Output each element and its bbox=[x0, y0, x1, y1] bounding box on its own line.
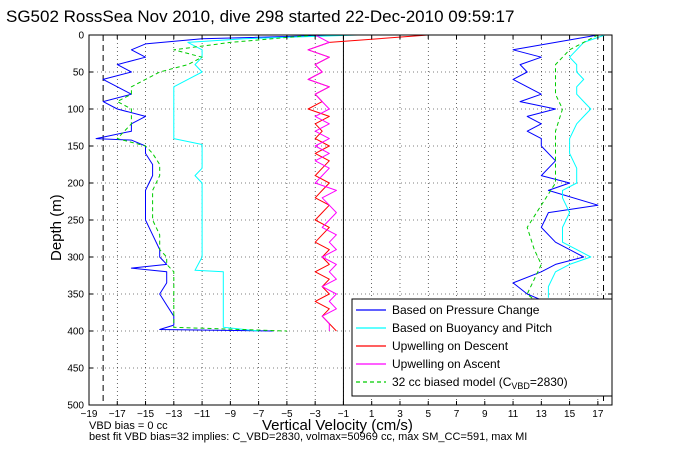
legend-label: 32 cc biased model (CVBD=2830) bbox=[392, 375, 568, 391]
y-axis-ticks: 0 50 100 150 200 250 300 350 400 450 500 bbox=[67, 31, 612, 412]
x-tick-label: 15 bbox=[564, 409, 576, 420]
series-group bbox=[95, 35, 606, 332]
y-tick-label: 200 bbox=[67, 179, 84, 190]
series-line-buoyancy_descent bbox=[173, 35, 358, 332]
legend-label: Based on Buoyancy and Pitch bbox=[392, 321, 552, 335]
series-line-pressure_ascent bbox=[512, 35, 599, 301]
x-tick-label: 17 bbox=[592, 409, 604, 420]
legend-label: Upwelling on Ascent bbox=[392, 357, 501, 371]
series-line-pressure_descent bbox=[95, 35, 344, 332]
y-tick-label: 100 bbox=[67, 105, 84, 116]
y-tick-label: 250 bbox=[67, 216, 84, 227]
footer-vbd-bias: VBD bias = 0 cc bbox=[89, 420, 168, 432]
x-tick-label: −5 bbox=[281, 409, 293, 420]
x-tick-label: 11 bbox=[508, 409, 519, 420]
legend-box bbox=[351, 298, 613, 397]
y-tick-label: 300 bbox=[67, 253, 84, 264]
x-tick-label: −7 bbox=[253, 409, 265, 420]
legend: Based on Pressure Change Based on Buoyanc… bbox=[351, 298, 613, 397]
x-tick-label: 5 bbox=[425, 409, 431, 420]
x-tick-label: 3 bbox=[397, 409, 403, 420]
x-axis-label: Vertical Velocity (cm/s) bbox=[262, 417, 413, 434]
x-tick-label: 13 bbox=[536, 409, 548, 420]
series-line-model_ascent bbox=[526, 35, 599, 301]
y-tick-label: 50 bbox=[73, 68, 85, 79]
x-tick-label: −19 bbox=[81, 409, 98, 420]
reference-lines bbox=[102, 35, 605, 405]
legend-label: Upwelling on Descent bbox=[392, 339, 509, 353]
y-axis-label: Depth (m) bbox=[48, 194, 65, 261]
x-axis-ticks: −19 −17 −15 −13 −11 −9 −7 −5 −3 −1 1 3 5 7 9 11 13 15 17 bbox=[81, 35, 604, 420]
series-line-buoyancy_ascent bbox=[547, 35, 606, 298]
x-tick-label: −15 bbox=[137, 409, 154, 420]
series-line-model_descent bbox=[116, 35, 316, 332]
legend-label: Based on Pressure Change bbox=[392, 303, 540, 317]
x-tick-label: −1 bbox=[338, 409, 350, 420]
y-tick-label: 400 bbox=[67, 327, 84, 338]
chart-title: SG502 RossSea Nov 2010, dive 298 started… bbox=[6, 7, 514, 26]
x-tick-label: −9 bbox=[225, 409, 237, 420]
y-tick-label: 450 bbox=[67, 364, 84, 375]
x-tick-label: 9 bbox=[482, 409, 488, 420]
y-tick-label: 150 bbox=[67, 142, 84, 153]
x-tick-label: −11 bbox=[194, 409, 211, 420]
series-line-upwelling_ascent bbox=[307, 35, 337, 331]
x-tick-label: −17 bbox=[109, 409, 126, 420]
x-tick-label: 1 bbox=[369, 409, 375, 420]
footer-best-fit: best fit VBD bias=32 implies: C_VBD=2830… bbox=[89, 431, 528, 443]
x-tick-label: −13 bbox=[165, 409, 182, 420]
y-tick-label: 0 bbox=[78, 31, 84, 42]
x-tick-label: −3 bbox=[309, 409, 321, 420]
x-tick-label: 7 bbox=[454, 409, 460, 420]
y-tick-label: 500 bbox=[67, 401, 84, 412]
y-tick-label: 350 bbox=[67, 290, 84, 301]
